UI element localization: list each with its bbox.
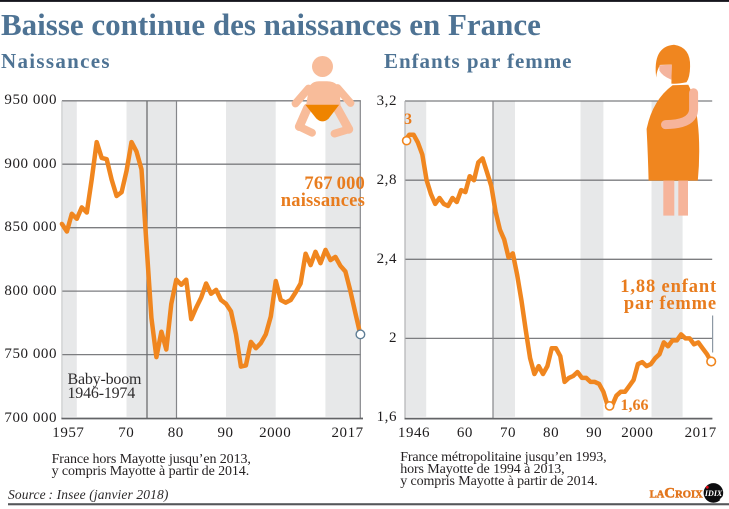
svg-text:LACROIX: LACROIX	[650, 486, 704, 502]
svg-text:IDIX: IDIX	[704, 489, 723, 498]
